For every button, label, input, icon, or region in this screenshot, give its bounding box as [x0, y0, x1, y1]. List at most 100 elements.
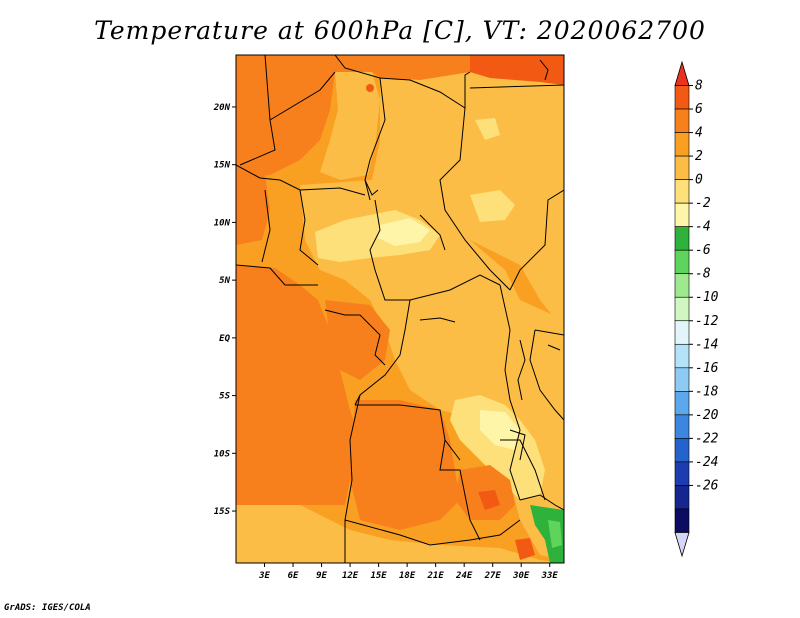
- map-frame: [235, 54, 565, 564]
- border-line: [236, 164, 366, 196]
- field-m6-to-m4-malawi: [530, 505, 564, 563]
- y-tick-label: 15N: [214, 161, 231, 171]
- footer-credit: GrADS: IGES/COLA: [4, 603, 91, 613]
- field-6-to-8-south: [515, 538, 535, 560]
- colorbar-swatch: [674, 179, 690, 204]
- field-4-to-6-north: [236, 55, 335, 178]
- field-m2-to-0-tanzania: [450, 395, 545, 500]
- field-0-to-2-sahel-north: [320, 72, 380, 180]
- x-tick-label: 12E: [342, 571, 359, 581]
- colorbar-swatch: [674, 273, 690, 298]
- y-tick-label: 5N: [219, 276, 230, 286]
- colorbar-label: -8: [695, 267, 711, 282]
- colorbar-label: -26: [695, 478, 719, 493]
- border-line: [334, 55, 471, 109]
- field-m8-to-m6-malawi: [548, 520, 562, 548]
- colorbar-swatch: [674, 85, 690, 110]
- colorbar-label: -14: [695, 337, 718, 352]
- border-line: [529, 329, 564, 421]
- x-axis: 3E 6E 9E 12E 15E 18E 21E 24E 27E 30E 33E: [258, 563, 558, 581]
- map-title: Temperature at 600hPa [C], VT: 202006270…: [94, 16, 706, 45]
- border-line: [344, 394, 361, 563]
- field-4-to-6-angola: [350, 400, 460, 530]
- colorbar-bottom-arrow: [674, 532, 690, 558]
- border-line: [324, 309, 386, 366]
- y-tick-label: 20N: [213, 103, 231, 113]
- colorbar-swatch: [674, 367, 690, 392]
- x-tick-label: 15E: [370, 571, 387, 581]
- border-line: [500, 439, 546, 501]
- colorbar-swatch: [674, 508, 690, 533]
- border-line: [519, 494, 564, 511]
- border-line: [269, 71, 336, 121]
- border-line: [469, 84, 564, 89]
- border-line: [364, 77, 386, 201]
- field-4-to-6-atlantic: [236, 265, 360, 505]
- colorbar-swatch: [674, 320, 690, 345]
- field-m4-to-m2-chad: [378, 218, 430, 246]
- border-line: [419, 214, 446, 251]
- field-6-to-8-spot: [366, 84, 374, 92]
- colorbar-swatch: [674, 249, 690, 275]
- x-tick-label: 9E: [316, 571, 327, 581]
- y-tick-label: EQ: [219, 334, 230, 344]
- x-tick-label: 21E: [427, 571, 445, 581]
- border-line: [364, 179, 379, 196]
- border-line: [369, 199, 501, 301]
- colorbar-swatch: [674, 414, 690, 439]
- y-tick-label: 10N: [214, 218, 231, 228]
- colorbar-label: 2: [695, 149, 703, 164]
- border-line: [439, 107, 511, 291]
- border-line: [419, 317, 456, 323]
- colorbar-swatch: [674, 438, 690, 463]
- colorbar-label: 8: [695, 79, 703, 94]
- colorbar-label: -16: [695, 361, 719, 376]
- colorbar-swatch: [674, 226, 690, 251]
- border-line: [509, 189, 564, 291]
- colorbar-swatch: [674, 132, 690, 157]
- x-tick-label: 24E: [455, 571, 473, 581]
- field-4-to-6-west: [236, 175, 270, 245]
- border-line: [344, 519, 521, 546]
- field-4-to-6-congo: [325, 300, 390, 380]
- x-tick-label: 3E: [258, 571, 270, 581]
- colorbar-swatch: [674, 343, 690, 369]
- colorbar-label: -24: [695, 455, 718, 470]
- colorbar-swatch: [674, 108, 690, 133]
- border-line: [261, 189, 271, 263]
- country-borders: [236, 55, 564, 563]
- temperature-field: [236, 55, 564, 563]
- colorbar-swatch: [674, 461, 690, 486]
- x-tick-label: 30E: [512, 571, 530, 581]
- border-line: [509, 429, 526, 461]
- field-6-to-8-zambia: [478, 490, 500, 510]
- field-m2-to-0-northeast: [475, 118, 500, 140]
- field-m2-to-0-sudan: [470, 190, 515, 222]
- colorbar-label: -4: [695, 220, 711, 235]
- y-tick-label: 10S: [214, 449, 231, 459]
- field-0-to-2-south: [236, 505, 564, 563]
- x-tick-label: 33E: [541, 571, 559, 581]
- field-4-to-6-top: [335, 55, 470, 80]
- colorbar-swatch: [674, 296, 690, 322]
- colorbar-label: -20: [695, 408, 719, 423]
- border-line: [236, 264, 318, 286]
- colorbar-label: -2: [695, 196, 711, 211]
- colorbar-label: 4: [695, 126, 703, 141]
- border-line: [355, 404, 461, 461]
- border-line: [499, 284, 521, 501]
- colorbar-label: -6: [695, 243, 711, 258]
- y-tick-label: 5S: [219, 392, 230, 402]
- x-tick-label: 18E: [399, 571, 416, 581]
- colorbar-label: -12: [695, 314, 719, 329]
- colorbar-top-arrow: [674, 60, 690, 86]
- colorbar-swatch: [674, 391, 690, 416]
- colorbar-swatch: [674, 485, 690, 510]
- colorbar-label: -18: [695, 384, 719, 399]
- border-line: [539, 59, 549, 81]
- x-tick-label: 6E: [288, 571, 299, 581]
- field-0-to-2-north-east: [372, 70, 564, 330]
- border-line: [534, 329, 564, 336]
- colorbar-label: -10: [695, 290, 719, 305]
